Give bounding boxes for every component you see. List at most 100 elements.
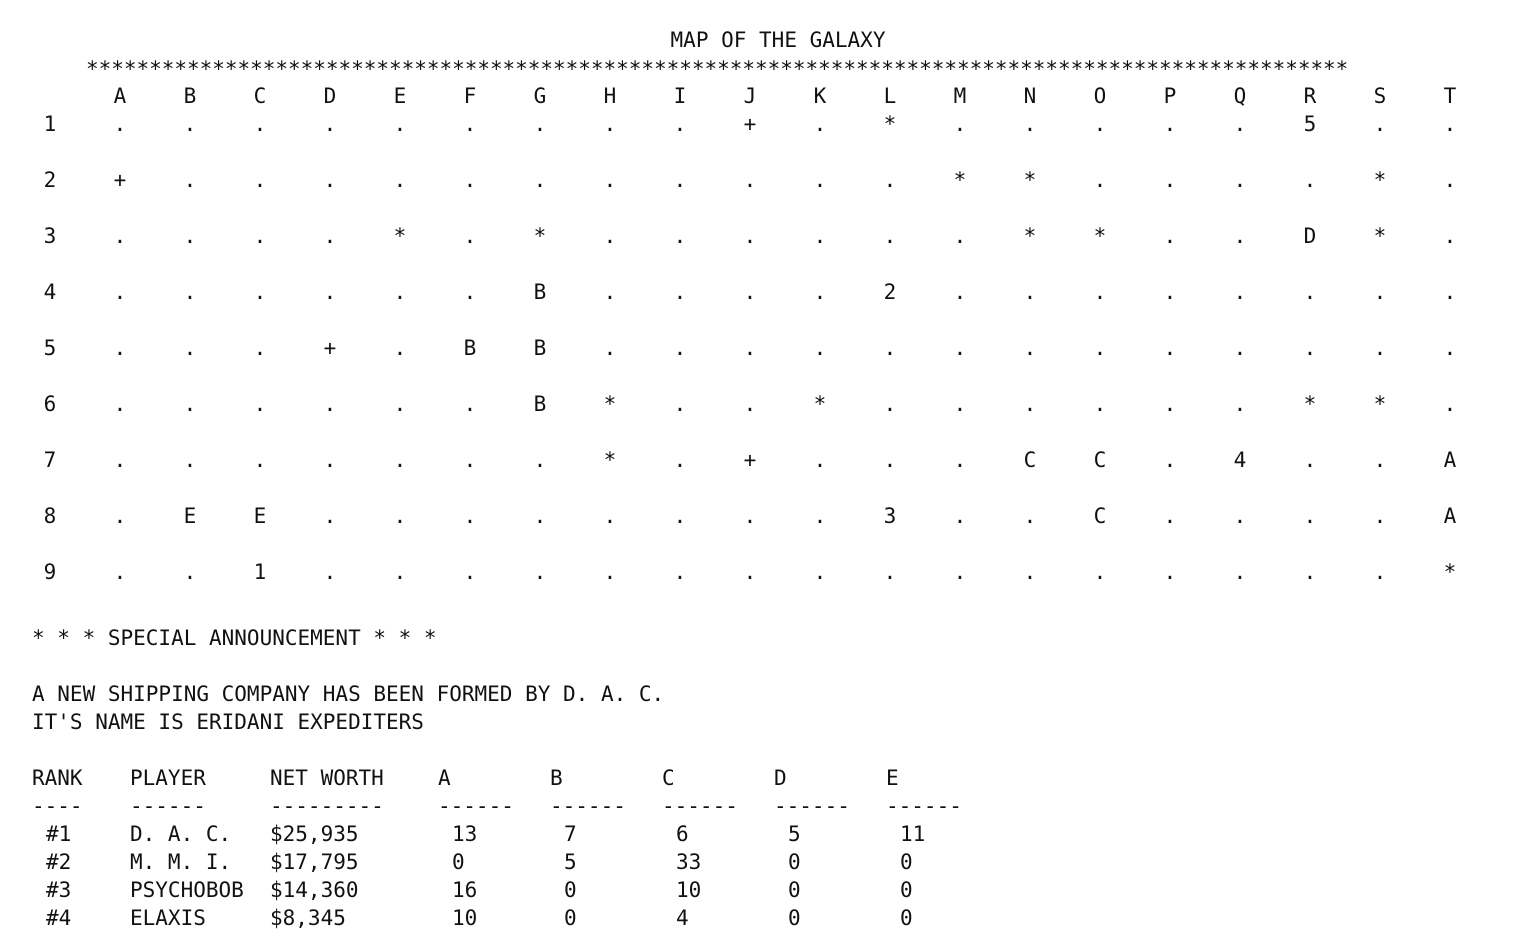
shares-a-cell: 0 <box>452 850 465 874</box>
map-cell-empty: . <box>1303 504 1317 528</box>
column-label: T <box>1443 84 1457 108</box>
map-cell-empty: . <box>743 336 757 360</box>
map-cell-empty: . <box>1163 560 1177 584</box>
announcement-title: * * * SPECIAL ANNOUNCEMENT * * * <box>32 626 437 650</box>
map-cell-empty: . <box>463 168 477 192</box>
row-label: 9 <box>43 560 57 584</box>
map-cell-empty: . <box>673 168 687 192</box>
map-cell-empty: . <box>1163 224 1177 248</box>
header-underline: ---- <box>32 794 83 818</box>
map-cell-empty: . <box>743 392 757 416</box>
shares-b-cell: 7 <box>564 822 577 846</box>
map-cell-empty: . <box>673 504 687 528</box>
map-cell-outpost: + <box>323 336 337 360</box>
map-cell-empty: . <box>463 112 477 136</box>
map-cell-empty: . <box>1093 560 1107 584</box>
column-label: J <box>743 84 757 108</box>
map-cell-company: A <box>1443 504 1457 528</box>
map-cell-empty: . <box>603 336 617 360</box>
map-cell-empty: . <box>603 168 617 192</box>
map-cell-empty: . <box>1163 280 1177 304</box>
map-cell-empty: . <box>673 224 687 248</box>
map-cell-empty: . <box>953 280 967 304</box>
map-cell-star: * <box>1373 168 1387 192</box>
map-cell-empty: . <box>1443 112 1457 136</box>
map-cell-empty: . <box>673 560 687 584</box>
player-cell: M. M. I. <box>130 850 232 874</box>
map-cell-empty: . <box>883 168 897 192</box>
header-underline: ------ <box>130 794 206 818</box>
map-cell-empty: . <box>463 280 477 304</box>
player-header: PLAYER <box>130 766 206 790</box>
company-d-header: D <box>774 766 787 790</box>
map-cell-empty: . <box>673 280 687 304</box>
row-label: 3 <box>43 224 57 248</box>
column-label: O <box>1093 84 1107 108</box>
map-cell-empty: . <box>673 448 687 472</box>
header-underline: ------ <box>774 794 850 818</box>
map-cell-star: * <box>393 224 407 248</box>
map-cell-empty: . <box>813 168 827 192</box>
row-label: 8 <box>43 504 57 528</box>
map-cell-empty: . <box>1163 392 1177 416</box>
map-cell-empty: . <box>603 504 617 528</box>
company-c-header: C <box>662 766 675 790</box>
map-cell-empty: . <box>743 504 757 528</box>
map-cell-company: B <box>463 336 477 360</box>
map-cell-empty: . <box>1373 504 1387 528</box>
map-cell-empty: . <box>183 448 197 472</box>
header-underline: ------ <box>438 794 514 818</box>
column-label: A <box>113 84 127 108</box>
shares-c-cell: 6 <box>676 822 689 846</box>
map-cell-empty: . <box>813 280 827 304</box>
map-cell-empty: . <box>183 168 197 192</box>
map-cell-empty: . <box>1163 448 1177 472</box>
map-cell-empty: . <box>253 392 267 416</box>
map-cell-empty: . <box>1093 168 1107 192</box>
header-underline: ------ <box>886 794 962 818</box>
map-cell-empty: . <box>1163 336 1177 360</box>
map-cell-empty: . <box>393 448 407 472</box>
map-cell-empty: . <box>463 392 477 416</box>
map-cell-empty: . <box>1443 336 1457 360</box>
map-cell-star: * <box>1023 168 1037 192</box>
row-label: 1 <box>43 112 57 136</box>
map-cell-empty: . <box>113 112 127 136</box>
rank-cell: #2 <box>46 850 72 874</box>
map-cell-empty: . <box>393 560 407 584</box>
column-label: C <box>253 84 267 108</box>
map-border: ****************************************… <box>86 57 1349 81</box>
map-cell-outpost: + <box>743 112 757 136</box>
map-cell-empty: . <box>253 224 267 248</box>
map-cell-empty: . <box>883 448 897 472</box>
map-cell-empty: . <box>603 224 617 248</box>
net-worth-cell: $25,935 <box>270 822 359 846</box>
map-cell-empty: . <box>323 560 337 584</box>
map-cell-empty: . <box>883 224 897 248</box>
header-underline: ------ <box>662 794 738 818</box>
map-cell-empty: . <box>1373 336 1387 360</box>
map-cell-empty: . <box>743 224 757 248</box>
map-cell-empty: . <box>1023 112 1037 136</box>
map-cell-empty: . <box>253 280 267 304</box>
map-cell-empty: . <box>743 280 757 304</box>
map-cell-company: D <box>1303 224 1317 248</box>
map-cell-star: * <box>813 392 827 416</box>
rank-cell: #4 <box>46 906 72 930</box>
map-cell-empty: . <box>673 392 687 416</box>
header-underline: ------ <box>550 794 626 818</box>
player-cell: ELAXIS <box>130 906 206 930</box>
rank-header: RANK <box>32 766 83 790</box>
map-cell-star: * <box>953 168 967 192</box>
shares-d-cell: 5 <box>788 822 801 846</box>
map-cell-empty: . <box>1023 392 1037 416</box>
map-cell-empty: . <box>813 504 827 528</box>
map-cell-empty: . <box>1303 336 1317 360</box>
map-cell-empty: . <box>393 336 407 360</box>
shares-a-cell: 10 <box>452 906 478 930</box>
map-cell-empty: . <box>1093 112 1107 136</box>
map-cell-empty: . <box>393 280 407 304</box>
company-a-header: A <box>438 766 451 790</box>
shares-d-cell: 0 <box>788 906 801 930</box>
shares-a-cell: 13 <box>452 822 478 846</box>
